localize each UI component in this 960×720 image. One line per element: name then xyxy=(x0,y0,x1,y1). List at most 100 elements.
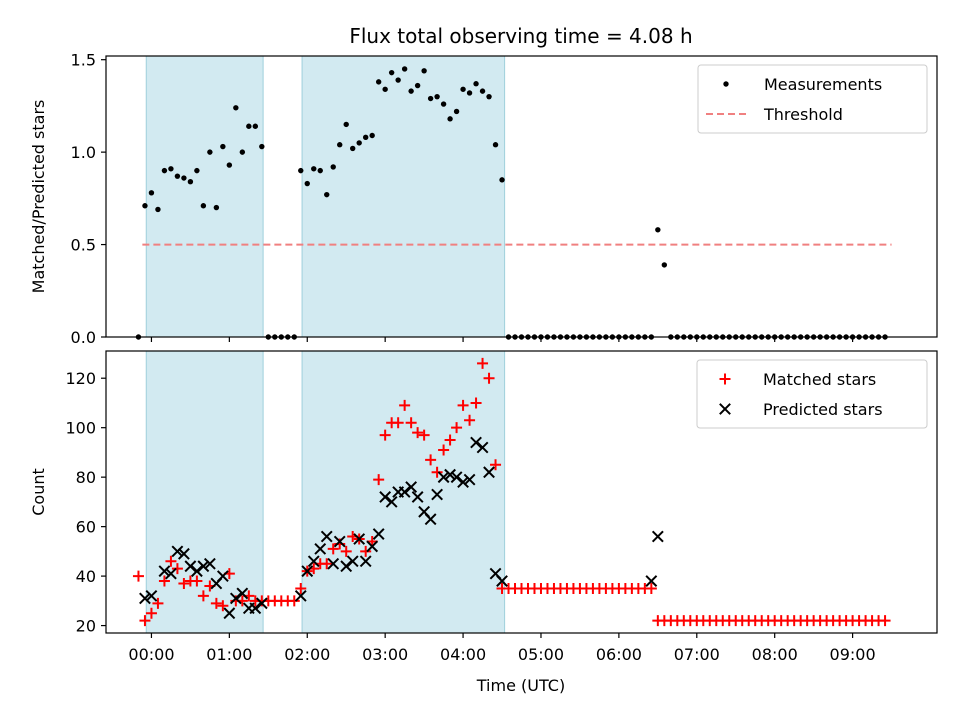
data-point xyxy=(330,164,336,170)
data-point xyxy=(457,476,469,489)
data-point xyxy=(373,474,385,486)
data-point xyxy=(343,121,349,128)
data-point xyxy=(314,542,327,555)
data-point xyxy=(392,417,404,429)
data-point xyxy=(301,565,314,578)
legend-marker xyxy=(723,81,729,87)
data-point xyxy=(651,530,664,543)
data-point xyxy=(359,555,372,568)
data-point xyxy=(252,123,259,129)
data-point xyxy=(317,167,323,174)
data-point xyxy=(139,615,151,627)
data-point xyxy=(492,142,499,148)
data-point xyxy=(425,454,437,466)
x-tick-label: 07:00 xyxy=(674,645,720,664)
data-point xyxy=(486,93,492,100)
x-tick-label: 09:00 xyxy=(830,645,876,664)
y-axis-label: Count xyxy=(29,468,48,516)
data-point xyxy=(178,578,190,590)
data-point xyxy=(440,101,447,107)
data-point xyxy=(311,166,317,172)
x-tick-label: 04:00 xyxy=(440,645,486,664)
data-point xyxy=(165,555,177,567)
data-point xyxy=(324,191,330,198)
data-point xyxy=(220,143,226,150)
data-point xyxy=(483,466,495,479)
data-point xyxy=(366,540,379,553)
data-point xyxy=(158,575,170,587)
data-point xyxy=(294,589,307,602)
data-point xyxy=(453,108,460,115)
data-point xyxy=(405,417,417,429)
data-point xyxy=(408,88,414,94)
data-point xyxy=(132,570,144,582)
count-panel: 20 40 60 80 100 120 00:00 01:00 02:00 03:00 04:00 0… xyxy=(29,350,938,664)
data-point xyxy=(255,597,268,610)
data-point xyxy=(197,590,209,602)
data-point xyxy=(200,203,207,209)
observing-window xyxy=(145,55,264,338)
data-point xyxy=(145,589,158,602)
data-point xyxy=(470,436,482,449)
plot-frame xyxy=(105,350,938,634)
data-point xyxy=(298,167,304,174)
data-point xyxy=(379,491,392,503)
data-point xyxy=(340,560,353,573)
data-point xyxy=(356,140,362,146)
data-point xyxy=(177,547,190,560)
data-point xyxy=(148,190,155,196)
data-point xyxy=(362,134,369,141)
data-point xyxy=(171,563,183,575)
data-point xyxy=(233,105,239,111)
data-point xyxy=(203,557,216,570)
data-point xyxy=(431,488,444,501)
data-point xyxy=(451,422,463,434)
data-point xyxy=(479,88,486,94)
data-point xyxy=(460,86,466,92)
y-tick-label: 60 xyxy=(76,518,96,537)
data-point xyxy=(395,77,401,83)
data-point xyxy=(464,414,476,426)
data-point xyxy=(168,166,174,172)
legend-label: Matched stars xyxy=(763,370,876,389)
data-point xyxy=(427,95,434,102)
data-point xyxy=(434,93,440,100)
data-point xyxy=(473,81,479,87)
data-point xyxy=(307,555,320,568)
data-point xyxy=(490,459,502,471)
data-point xyxy=(327,557,340,570)
y-tick-label: 0.5 xyxy=(71,236,96,255)
legend: Measurements Threshold xyxy=(697,64,928,134)
data-point xyxy=(321,558,333,570)
y-tick-label: 40 xyxy=(76,567,96,586)
y-tick-label: 0.0 xyxy=(71,328,96,347)
legend-marker xyxy=(719,373,731,385)
chart-title: Flux total observing time = 4.08 h xyxy=(349,24,692,48)
data-point xyxy=(447,116,453,122)
x-tick-label: 03:00 xyxy=(362,645,408,664)
data-point xyxy=(340,545,352,557)
x-tick-label: 01:00 xyxy=(206,645,252,664)
y-tick-label: 100 xyxy=(65,419,96,438)
data-point xyxy=(444,468,456,481)
data-point xyxy=(217,600,229,612)
data-point xyxy=(165,567,177,580)
data-point xyxy=(661,262,668,268)
legend-marker xyxy=(719,403,731,415)
data-point xyxy=(372,528,385,540)
y-tick-label: 1.0 xyxy=(71,143,96,162)
data-point xyxy=(405,481,418,493)
data-point xyxy=(496,575,508,587)
data-point xyxy=(385,495,398,508)
x-tick-label: 00:00 xyxy=(128,645,174,664)
data-point xyxy=(388,69,395,76)
data-point xyxy=(444,434,456,446)
legend: Matched stars Predicted stars xyxy=(696,359,928,429)
data-point xyxy=(187,179,194,185)
data-point xyxy=(645,575,658,587)
data-point xyxy=(438,444,450,456)
data-point xyxy=(161,167,168,174)
data-point xyxy=(246,123,252,129)
data-point xyxy=(191,575,203,587)
y-tick-label: 1.5 xyxy=(71,51,96,70)
